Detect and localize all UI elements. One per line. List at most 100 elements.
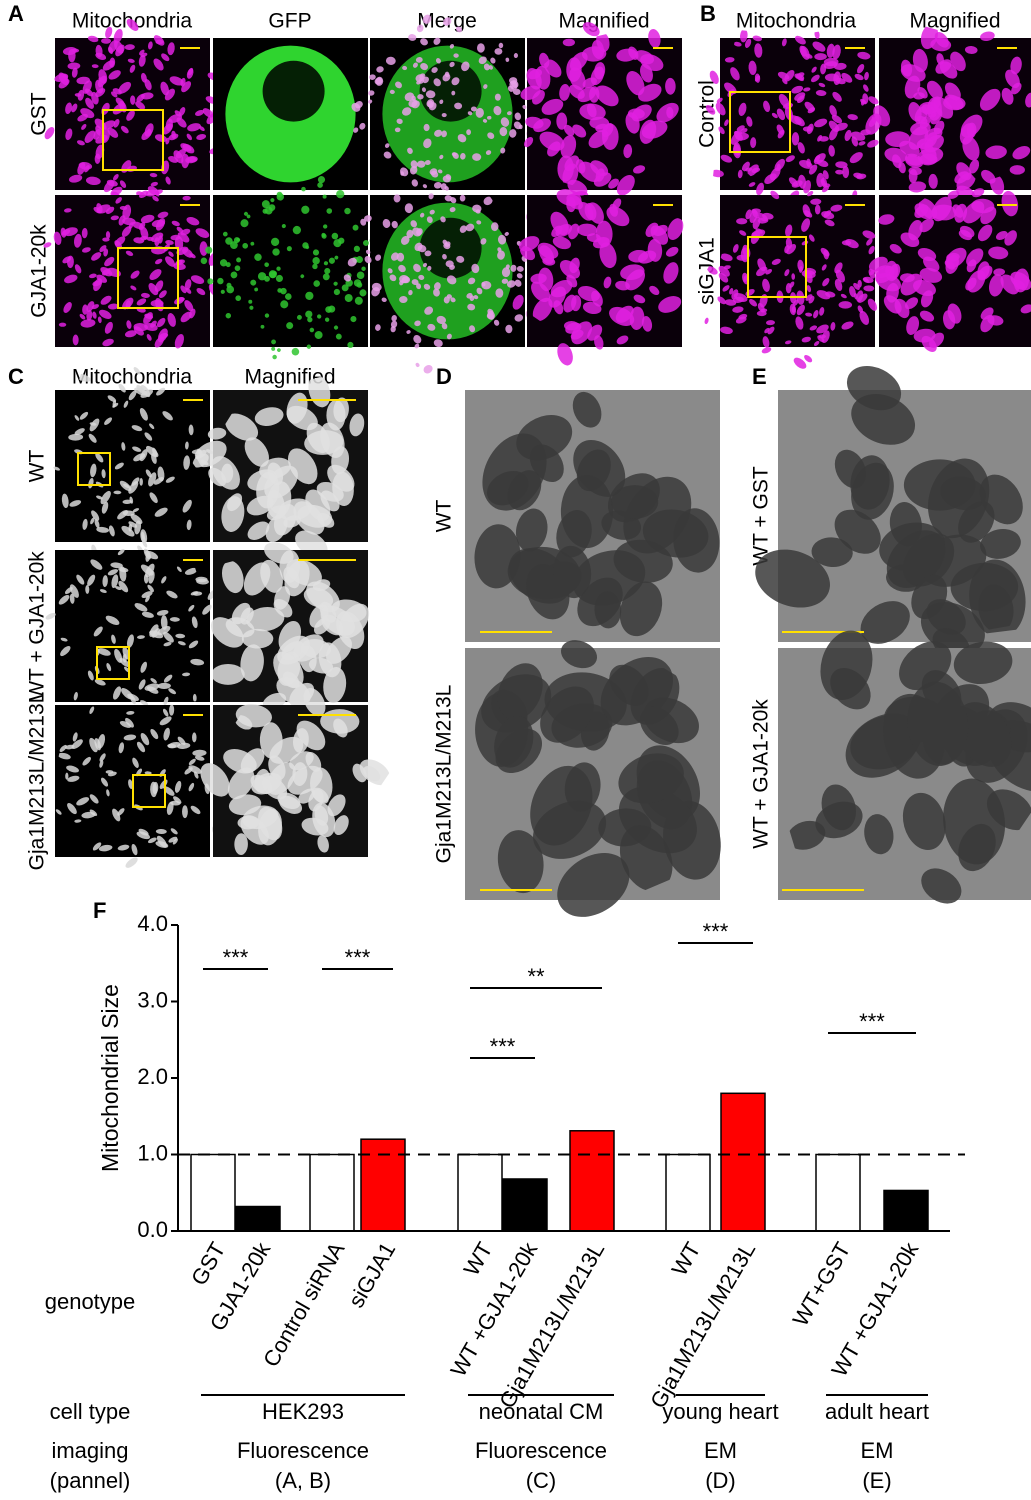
micrograph [213, 38, 368, 190]
organelle [248, 299, 253, 304]
organelle [94, 153, 101, 165]
organelle [830, 322, 836, 331]
organelle [803, 180, 812, 194]
organelle [408, 289, 413, 296]
organelle [135, 101, 146, 110]
organelle [802, 126, 813, 132]
organelle [853, 282, 860, 290]
organelle [572, 124, 587, 138]
organelle [271, 237, 280, 247]
organelle [272, 271, 277, 276]
organelle [933, 120, 945, 135]
organelle [383, 151, 392, 159]
organelle [505, 324, 513, 334]
organelle [776, 124, 785, 135]
organelle [184, 767, 193, 775]
organelle [731, 289, 739, 300]
organelle [771, 112, 778, 119]
organelle [69, 174, 83, 183]
organelle [538, 267, 554, 292]
organelle [919, 310, 935, 322]
organelle [89, 737, 98, 753]
organelle [494, 716, 534, 768]
organelle [103, 180, 115, 193]
organelle [966, 248, 984, 267]
organelle [480, 238, 487, 245]
organelle [756, 310, 767, 317]
organelle [123, 400, 129, 408]
organelle [195, 576, 208, 583]
organelle [163, 642, 172, 647]
bar [360, 1138, 406, 1232]
organelle [96, 274, 108, 283]
organelle [516, 415, 573, 461]
organelle [213, 663, 245, 685]
organelle [469, 325, 476, 333]
organelle [979, 88, 1001, 111]
organelle [74, 428, 85, 436]
organelle [494, 93, 501, 101]
organelle [902, 792, 946, 851]
row-label: WT [433, 500, 456, 533]
organelle [139, 235, 148, 241]
organelle [128, 390, 137, 401]
organelle [105, 26, 113, 39]
organelle [431, 170, 439, 178]
organelle [126, 110, 135, 121]
organelle [532, 297, 553, 322]
organelle [878, 214, 895, 225]
organelle [936, 53, 944, 65]
organelle [61, 493, 69, 509]
organelle [918, 198, 938, 220]
organelle [96, 526, 110, 533]
roi-box [96, 646, 130, 680]
organelle [1012, 146, 1031, 160]
organelle [225, 413, 259, 441]
organelle [130, 513, 143, 525]
organelle [246, 214, 251, 219]
row-label: siGJA1 [696, 237, 719, 305]
organelle [94, 519, 100, 529]
organelle [817, 134, 823, 142]
organelle [796, 95, 805, 104]
organelle [735, 316, 747, 324]
organelle [333, 281, 338, 286]
organelle [280, 300, 289, 309]
organelle [323, 224, 328, 229]
x-tick-label: WT [459, 1238, 498, 1280]
organelle [261, 200, 270, 209]
organelle [66, 765, 79, 773]
organelle [514, 112, 522, 121]
organelle [442, 253, 447, 260]
organelle [152, 447, 158, 457]
organelle [162, 411, 173, 421]
organelle [466, 129, 472, 136]
organelle [240, 607, 254, 625]
organelle [835, 161, 848, 169]
organelle [97, 648, 111, 656]
organelle [142, 540, 148, 548]
organelle [720, 154, 733, 163]
organelle [1001, 87, 1014, 105]
organelle [227, 767, 255, 800]
organelle [324, 268, 331, 275]
organelle [919, 101, 939, 115]
organelle [192, 732, 197, 743]
organelle [449, 43, 455, 49]
organelle [87, 574, 96, 586]
organelle [656, 102, 679, 123]
organelle [765, 320, 776, 326]
organelle [175, 148, 186, 159]
organelle [211, 456, 240, 490]
organelle [608, 178, 619, 189]
organelle [81, 247, 91, 253]
organelle [514, 314, 524, 322]
panel-letter: B [700, 1, 716, 26]
organelle [868, 245, 875, 255]
row-label: WT + GJA1-20k [26, 551, 49, 701]
organelle [161, 53, 170, 62]
organelle [111, 574, 119, 589]
organelle [301, 817, 329, 836]
organelle [812, 41, 826, 52]
organelle [147, 41, 153, 50]
